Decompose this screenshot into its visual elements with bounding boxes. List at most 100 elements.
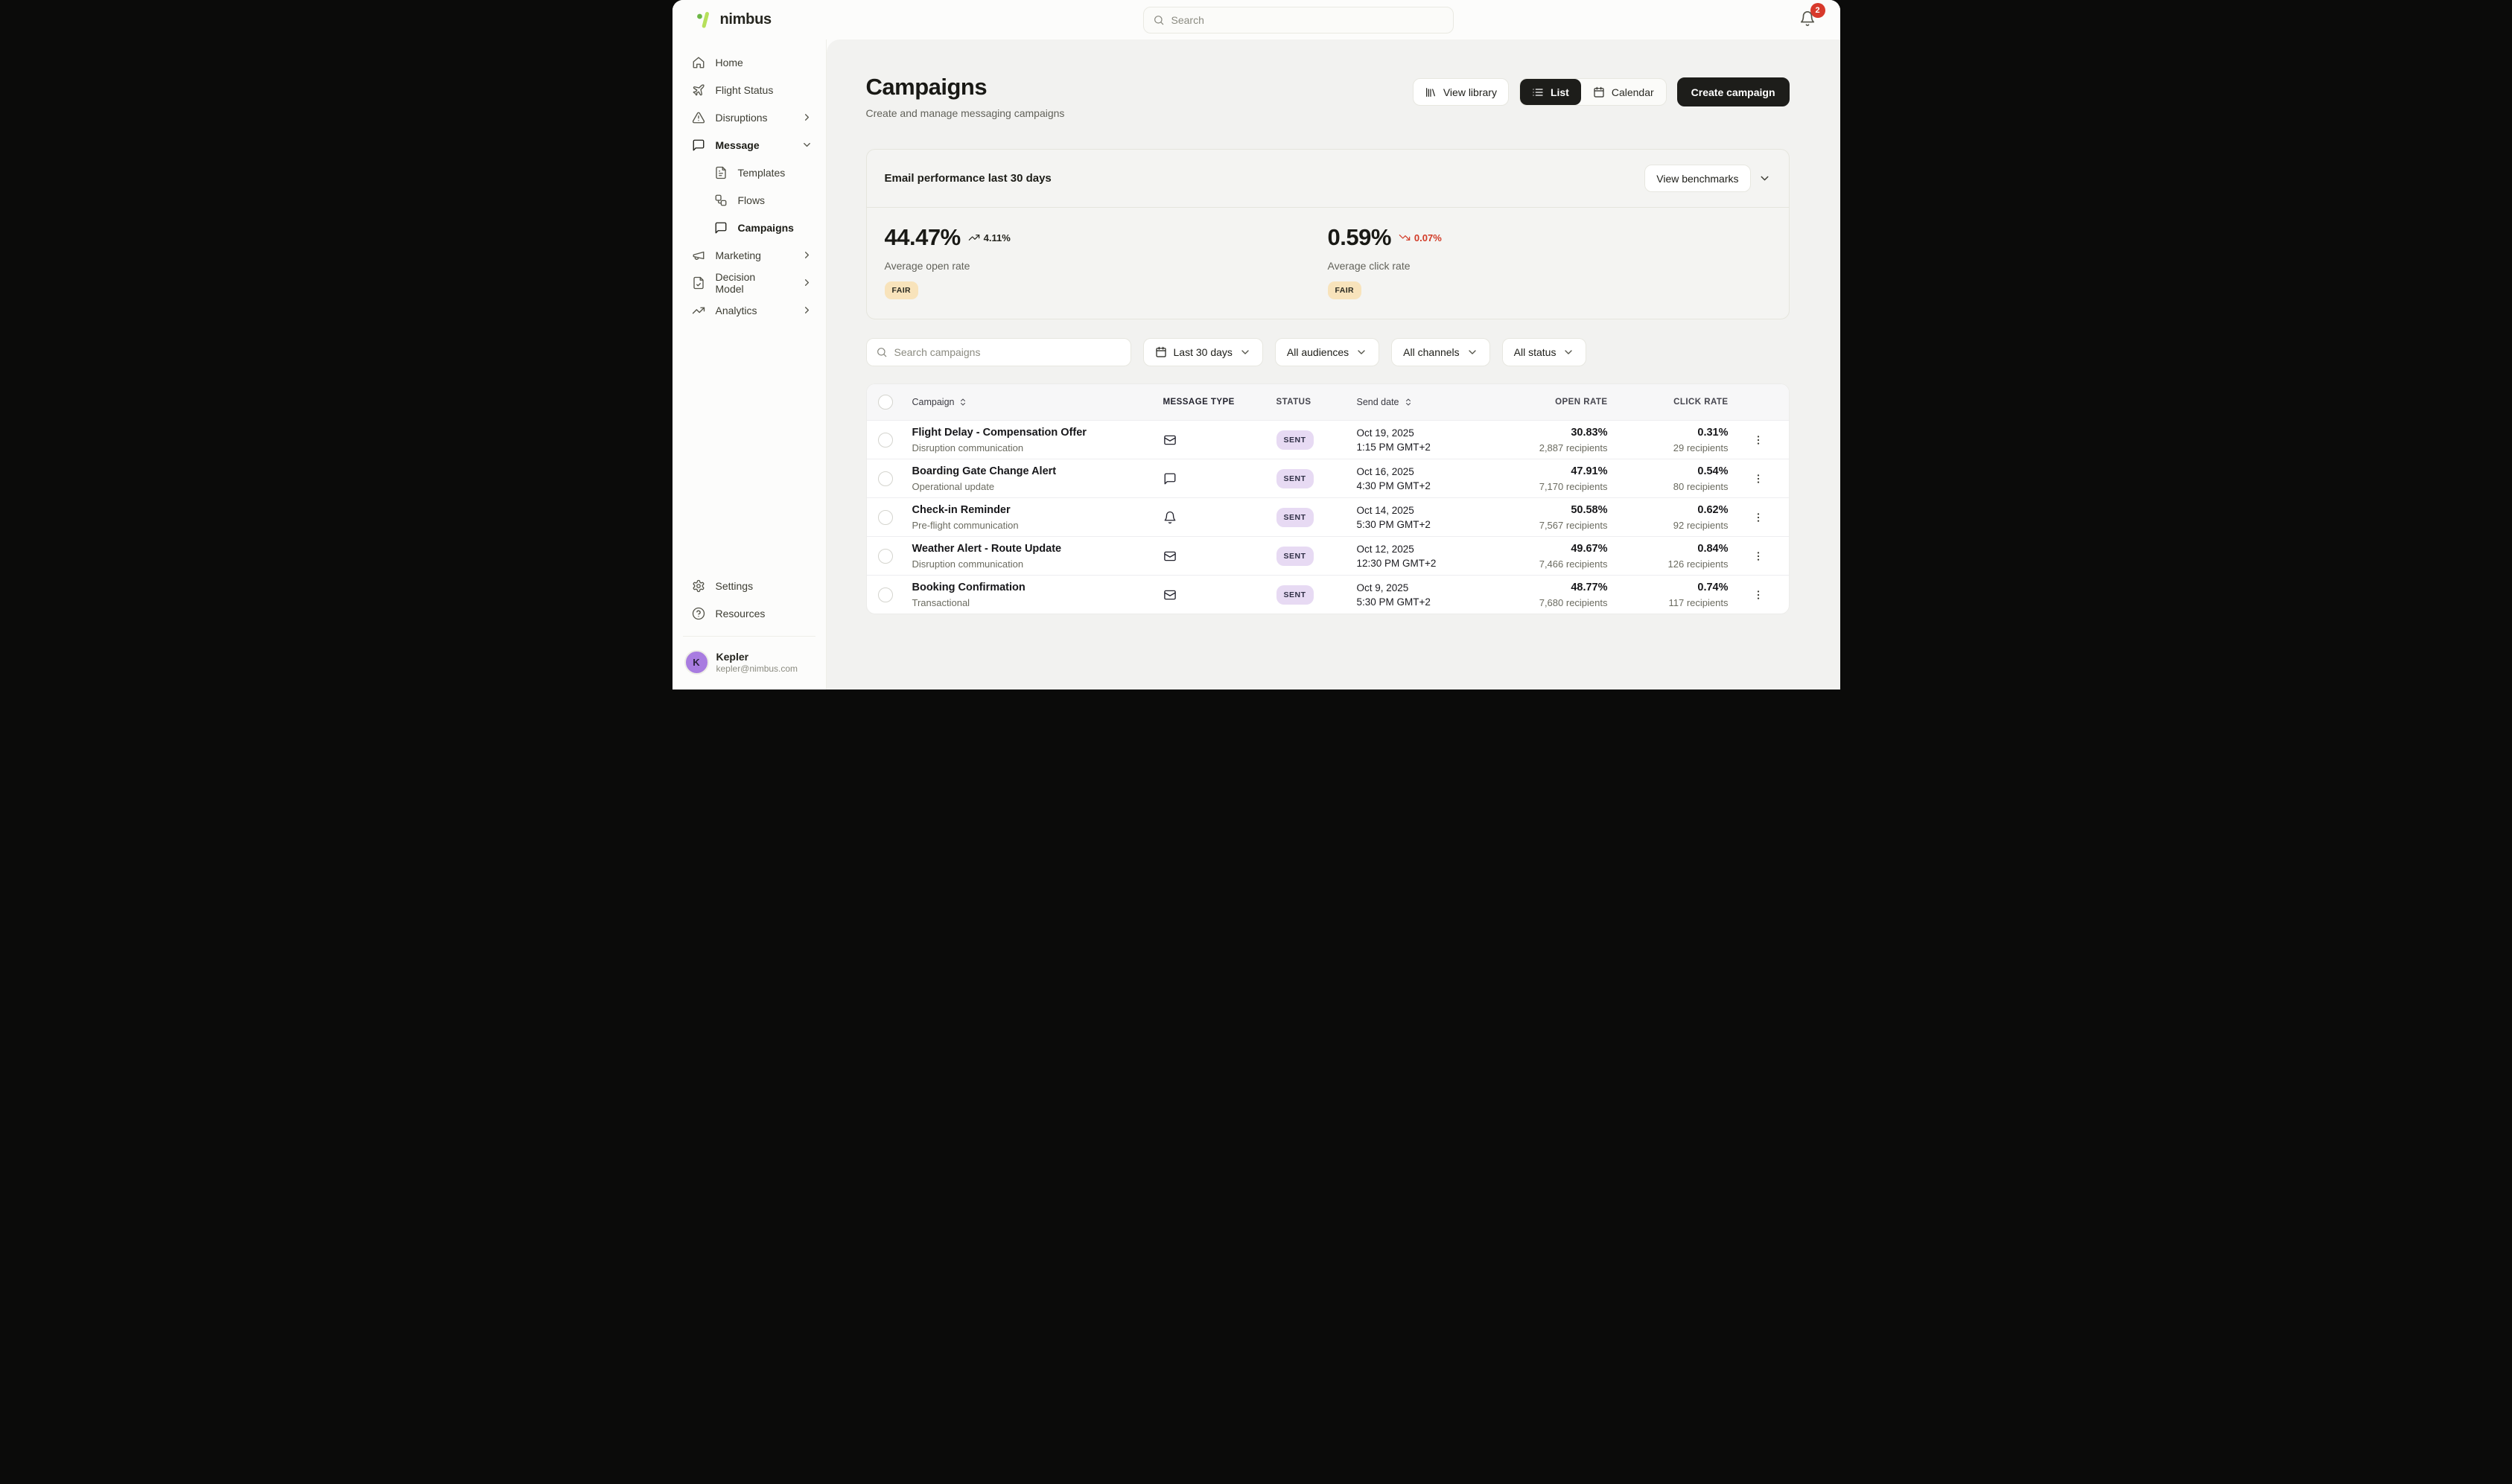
campaign-title[interactable]: Boarding Gate Change Alert bbox=[912, 465, 1057, 477]
chevron-right-icon bbox=[801, 112, 813, 123]
click-rate-recipients: 117 recipients bbox=[1668, 596, 1729, 608]
status-filter[interactable]: All status bbox=[1501, 338, 1587, 366]
sidebar-footer: Settings Resources K Kepler kepler@nimbu… bbox=[672, 572, 826, 690]
status-badge: SENT bbox=[1276, 546, 1314, 566]
row-actions-button[interactable] bbox=[1749, 547, 1767, 565]
campaign-title[interactable]: Booking Confirmation bbox=[912, 581, 1026, 593]
filters-bar: Last 30 days All audiences All channels … bbox=[865, 338, 1790, 366]
sidebar-item-label: Home bbox=[715, 56, 743, 69]
user-name: Kepler bbox=[716, 650, 749, 663]
sidebar-item-analytics[interactable]: Analytics bbox=[672, 296, 826, 324]
row-checkbox[interactable] bbox=[877, 548, 893, 564]
row-checkbox[interactable] bbox=[877, 432, 893, 448]
sidebar-item-flows[interactable]: Flows bbox=[672, 186, 826, 214]
row-checkbox[interactable] bbox=[877, 471, 893, 486]
sidebar-item-label: Flight Status bbox=[715, 83, 774, 96]
trend-down-icon bbox=[1399, 235, 1411, 241]
campaign-subtitle: Transactional bbox=[912, 596, 970, 608]
user-email: kepler@nimbus.com bbox=[716, 663, 798, 674]
chat-bubble-icon bbox=[692, 138, 705, 152]
row-actions-button[interactable] bbox=[1749, 470, 1767, 488]
page-subtitle: Create and manage messaging campaigns bbox=[865, 107, 1065, 119]
sort-icon[interactable] bbox=[958, 398, 967, 407]
campaign-title[interactable]: Weather Alert - Route Update bbox=[912, 542, 1062, 555]
sidebar-item-campaigns[interactable]: Campaigns bbox=[672, 214, 826, 241]
sidebar: Home Flight Status Disruptions Message bbox=[672, 39, 827, 690]
create-campaign-button[interactable]: Create campaign bbox=[1676, 77, 1790, 106]
sidebar-item-home[interactable]: Home bbox=[672, 48, 826, 76]
user-menu[interactable]: K Kepler kepler@nimbus.com bbox=[672, 646, 826, 682]
warning-triangle-icon bbox=[692, 111, 705, 124]
select-all-checkbox[interactable] bbox=[877, 395, 893, 410]
view-toggle: List Calendar bbox=[1519, 78, 1667, 106]
click-rate-value: 0.59% bbox=[1327, 224, 1392, 250]
notification-badge: 2 bbox=[1810, 2, 1825, 18]
sort-icon[interactable] bbox=[1404, 398, 1413, 407]
chevron-right-icon bbox=[801, 249, 813, 261]
send-date-column-header[interactable]: Send date bbox=[1351, 395, 1485, 410]
table-row[interactable]: Boarding Gate Change Alert Operational u… bbox=[866, 459, 1789, 497]
notifications-button[interactable]: 2 bbox=[1797, 2, 1825, 31]
sidebar-item-resources[interactable]: Resources bbox=[672, 599, 826, 627]
sidebar-item-marketing[interactable]: Marketing bbox=[672, 241, 826, 269]
global-search-input[interactable] bbox=[1171, 14, 1444, 26]
status-column-header: STATUS bbox=[1276, 398, 1311, 407]
click-rate-benchmark-badge: FAIR bbox=[1327, 281, 1362, 299]
row-actions-button[interactable] bbox=[1749, 509, 1767, 526]
chevron-right-icon bbox=[801, 277, 813, 288]
chat-bubble-icon bbox=[714, 221, 728, 235]
row-actions-button[interactable] bbox=[1749, 586, 1767, 604]
list-view-tab[interactable]: List bbox=[1519, 79, 1581, 105]
send-date: Oct 9, 2025 bbox=[1356, 582, 1409, 593]
table-row[interactable]: Booking Confirmation Transactional SENT … bbox=[866, 575, 1789, 614]
campaign-subtitle: Operational update bbox=[912, 480, 995, 492]
sidebar-item-settings[interactable]: Settings bbox=[672, 572, 826, 599]
open-rate-value: 30.83% bbox=[1571, 426, 1608, 439]
sidebar-item-disruptions[interactable]: Disruptions bbox=[672, 104, 826, 131]
campaign-title[interactable]: Flight Delay - Compensation Offer bbox=[912, 426, 1087, 439]
table-row[interactable]: Flight Delay - Compensation Offer Disrup… bbox=[866, 420, 1789, 459]
open-rate-value: 47.91% bbox=[1571, 465, 1608, 477]
chevron-down-icon bbox=[1562, 346, 1574, 358]
channels-filter[interactable]: All channels bbox=[1391, 338, 1490, 366]
click-rate-recipients: 29 recipients bbox=[1673, 442, 1729, 453]
audiences-filter[interactable]: All audiences bbox=[1274, 338, 1380, 366]
chevron-down-icon bbox=[801, 139, 813, 150]
brand-name: nimbus bbox=[719, 11, 772, 28]
send-date: Oct 12, 2025 bbox=[1356, 543, 1414, 555]
search-icon bbox=[877, 348, 886, 357]
sidebar-nav: Home Flight Status Disruptions Message bbox=[672, 48, 826, 324]
table-row[interactable]: Weather Alert - Route Update Disruption … bbox=[866, 536, 1789, 575]
click-rate-value: 0.31% bbox=[1697, 426, 1729, 439]
sidebar-item-flight-status[interactable]: Flight Status bbox=[672, 76, 826, 104]
sidebar-item-label: Decision Model bbox=[715, 270, 756, 295]
chevron-down-icon bbox=[1466, 346, 1478, 358]
click-rate-label: Average click rate bbox=[1327, 260, 1411, 272]
view-library-button[interactable]: View library bbox=[1412, 78, 1509, 106]
status-badge: SENT bbox=[1276, 585, 1314, 605]
sidebar-item-templates[interactable]: Templates bbox=[672, 159, 826, 186]
view-benchmarks-button[interactable]: View benchmarks bbox=[1644, 165, 1751, 192]
campaign-search-input[interactable] bbox=[894, 346, 1122, 358]
calendar-view-tab[interactable]: Calendar bbox=[1581, 79, 1666, 105]
campaign-search[interactable] bbox=[865, 338, 1131, 366]
kebab-menu-icon bbox=[1757, 551, 1760, 561]
table-row[interactable]: Check-in Reminder Pre-flight communicati… bbox=[866, 497, 1789, 536]
kebab-menu-icon bbox=[1757, 435, 1760, 445]
chevron-right-icon bbox=[801, 305, 813, 316]
sidebar-item-label: Resources bbox=[715, 607, 766, 620]
row-checkbox[interactable] bbox=[877, 509, 893, 525]
send-time: 12:30 PM GMT+2 bbox=[1356, 557, 1437, 569]
campaign-title[interactable]: Check-in Reminder bbox=[912, 503, 1011, 516]
sidebar-item-decision-model[interactable]: Decision Model bbox=[672, 269, 826, 296]
row-checkbox[interactable] bbox=[877, 587, 893, 602]
global-search[interactable] bbox=[1142, 7, 1454, 34]
date-range-filter[interactable]: Last 30 days bbox=[1142, 338, 1263, 366]
collapse-chevron-icon[interactable] bbox=[1758, 172, 1771, 185]
sidebar-item-message[interactable]: Message bbox=[672, 131, 826, 159]
search-icon bbox=[1154, 16, 1163, 25]
row-actions-button[interactable] bbox=[1749, 431, 1767, 449]
campaign-column-header[interactable]: Campaign bbox=[904, 397, 1157, 407]
brand-logo[interactable]: nimbus bbox=[695, 10, 772, 30]
click-rate-column-header: CLICK RATE bbox=[1673, 398, 1729, 407]
